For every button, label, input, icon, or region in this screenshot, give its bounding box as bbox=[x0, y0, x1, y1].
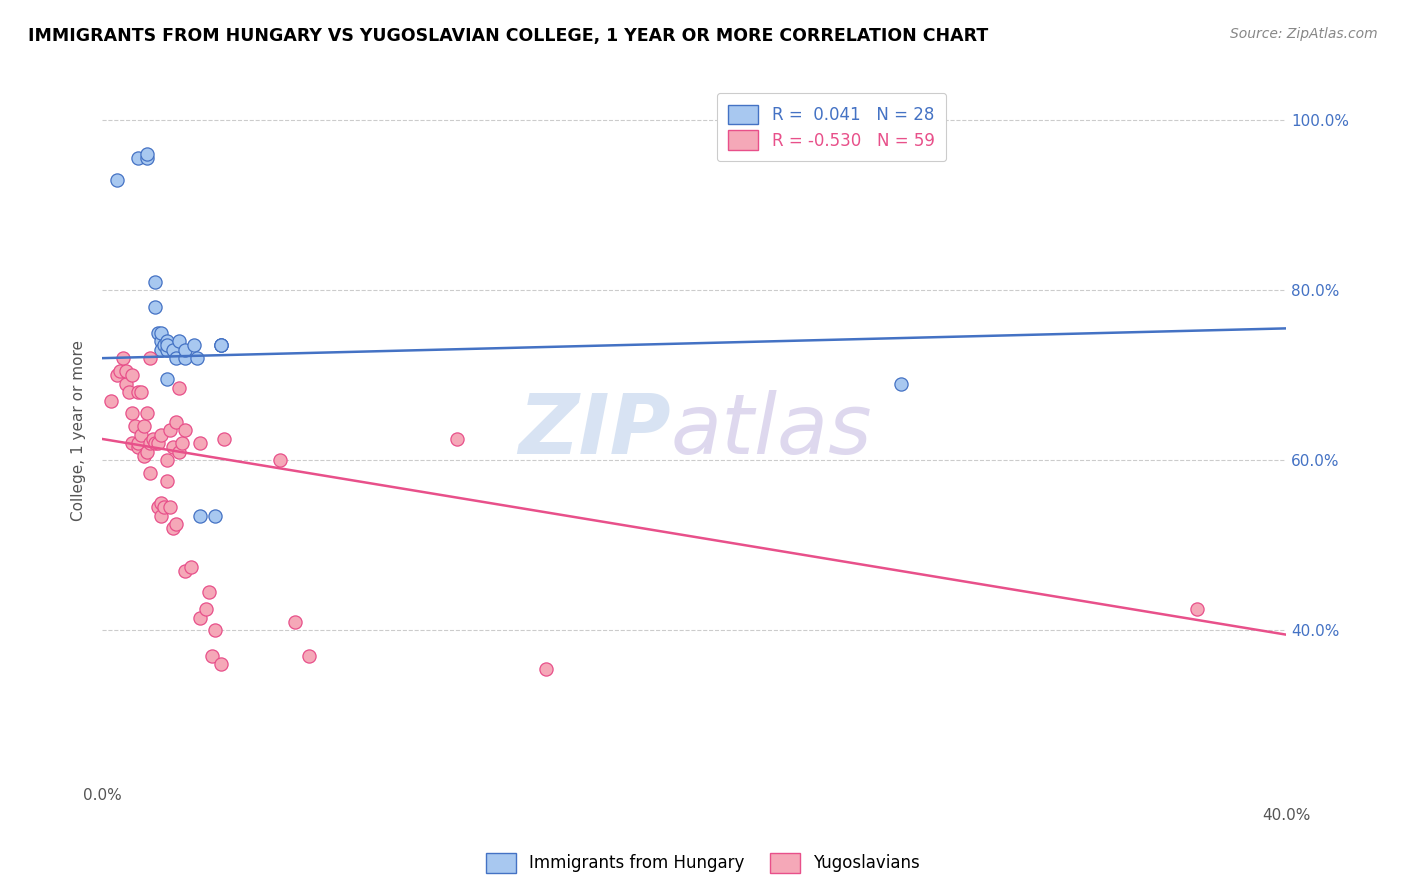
Point bbox=[159, 424, 181, 438]
Point bbox=[135, 151, 157, 165]
Point bbox=[284, 615, 307, 629]
Point bbox=[174, 343, 197, 357]
Point bbox=[148, 326, 170, 340]
Point bbox=[150, 508, 173, 523]
Point bbox=[167, 444, 190, 458]
Point bbox=[145, 436, 167, 450]
Point bbox=[183, 338, 205, 352]
Text: ZIP: ZIP bbox=[517, 390, 671, 471]
Point bbox=[150, 343, 173, 357]
Point bbox=[156, 453, 179, 467]
Point bbox=[105, 368, 128, 383]
Point bbox=[153, 338, 176, 352]
Point bbox=[209, 657, 232, 672]
Point bbox=[156, 475, 179, 489]
Point bbox=[111, 351, 134, 366]
Point bbox=[204, 624, 226, 638]
Y-axis label: College, 1 year or more: College, 1 year or more bbox=[72, 340, 86, 521]
Point bbox=[298, 648, 321, 663]
Point bbox=[209, 338, 232, 352]
Point bbox=[534, 662, 557, 676]
Legend: Immigrants from Hungary, Yugoslavians: Immigrants from Hungary, Yugoslavians bbox=[479, 847, 927, 880]
Point bbox=[108, 364, 131, 378]
Point bbox=[118, 385, 141, 400]
Text: 40.0%: 40.0% bbox=[1261, 808, 1310, 823]
Point bbox=[186, 351, 208, 366]
Point bbox=[156, 343, 179, 357]
Point bbox=[127, 151, 149, 165]
Point bbox=[129, 427, 152, 442]
Point bbox=[150, 334, 173, 348]
Text: atlas: atlas bbox=[671, 390, 872, 471]
Point bbox=[162, 521, 184, 535]
Point bbox=[127, 441, 149, 455]
Point bbox=[145, 300, 167, 314]
Point bbox=[150, 496, 173, 510]
Point bbox=[174, 351, 197, 366]
Text: Source: ZipAtlas.com: Source: ZipAtlas.com bbox=[1230, 27, 1378, 41]
Point bbox=[132, 449, 155, 463]
Point bbox=[138, 436, 160, 450]
Point bbox=[115, 364, 138, 378]
Point bbox=[159, 500, 181, 514]
Point bbox=[174, 424, 197, 438]
Point bbox=[269, 453, 291, 467]
Point bbox=[121, 407, 143, 421]
Point bbox=[1185, 602, 1208, 616]
Point bbox=[138, 466, 160, 480]
Point bbox=[165, 415, 187, 429]
Point bbox=[165, 351, 187, 366]
Point bbox=[121, 436, 143, 450]
Point bbox=[174, 564, 197, 578]
Point bbox=[204, 508, 226, 523]
Point bbox=[212, 432, 235, 446]
Point bbox=[188, 610, 211, 624]
Point bbox=[138, 351, 160, 366]
Text: IMMIGRANTS FROM HUNGARY VS YUGOSLAVIAN COLLEGE, 1 YEAR OR MORE CORRELATION CHART: IMMIGRANTS FROM HUNGARY VS YUGOSLAVIAN C… bbox=[28, 27, 988, 45]
Point bbox=[165, 516, 187, 531]
Point bbox=[129, 385, 152, 400]
Point bbox=[162, 441, 184, 455]
Point bbox=[209, 338, 232, 352]
Point bbox=[162, 343, 184, 357]
Point bbox=[145, 275, 167, 289]
Point bbox=[197, 585, 219, 599]
Point bbox=[156, 334, 179, 348]
Point bbox=[167, 334, 190, 348]
Point bbox=[156, 372, 179, 386]
Point bbox=[150, 427, 173, 442]
Point bbox=[172, 436, 194, 450]
Point bbox=[127, 385, 149, 400]
Point bbox=[105, 172, 128, 186]
Point bbox=[127, 436, 149, 450]
Point bbox=[209, 338, 232, 352]
Point bbox=[148, 500, 170, 514]
Point bbox=[115, 376, 138, 391]
Point bbox=[141, 432, 163, 446]
Point bbox=[446, 432, 468, 446]
Point bbox=[150, 326, 173, 340]
Point bbox=[194, 602, 217, 616]
Point bbox=[180, 559, 202, 574]
Point bbox=[100, 393, 122, 408]
Point bbox=[132, 419, 155, 434]
Point bbox=[148, 436, 170, 450]
Legend: R =  0.041   N = 28, R = -0.530   N = 59: R = 0.041 N = 28, R = -0.530 N = 59 bbox=[717, 93, 946, 161]
Point bbox=[121, 368, 143, 383]
Point bbox=[135, 407, 157, 421]
Point bbox=[890, 376, 912, 391]
Point bbox=[188, 508, 211, 523]
Point bbox=[153, 500, 176, 514]
Point bbox=[135, 444, 157, 458]
Point bbox=[188, 436, 211, 450]
Point bbox=[201, 648, 224, 663]
Point bbox=[156, 338, 179, 352]
Point bbox=[124, 419, 146, 434]
Point bbox=[135, 147, 157, 161]
Point bbox=[167, 381, 190, 395]
